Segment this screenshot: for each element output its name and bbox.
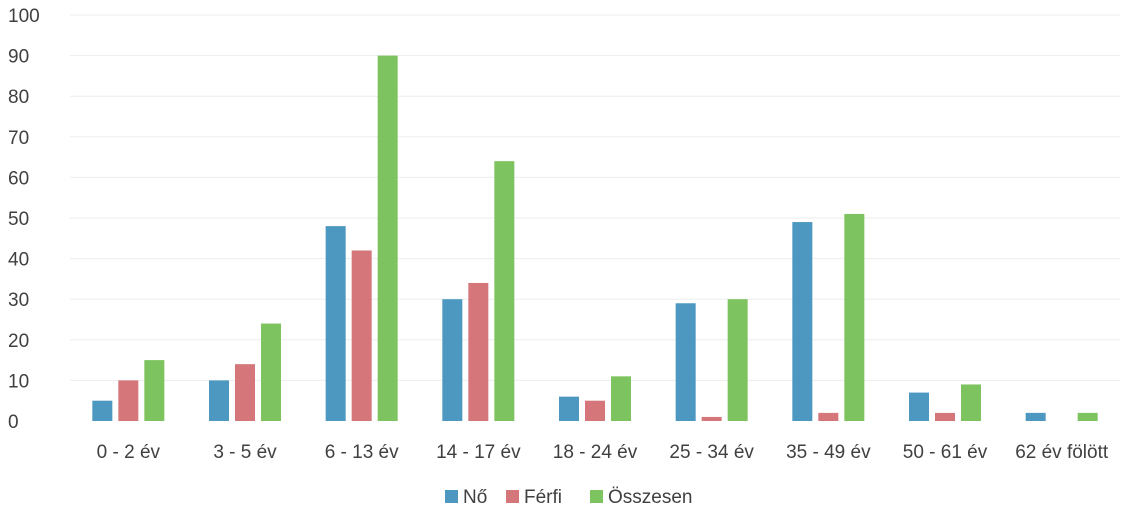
- y-tick-label: 60: [8, 168, 29, 189]
- bar-osszesen: [611, 376, 631, 421]
- gridlines: [70, 14, 1120, 381]
- x-axis-category-labels: 0 - 2 év 3 - 5 év 6 - 13 év 14 - 17 év 18 - …: [97, 442, 1109, 463]
- y-axis-tick-labels: 0 10 20 30 40 50 60 70 80 90 100: [8, 6, 40, 433]
- legend-swatch-no: [445, 490, 458, 503]
- bar-ferfi: [235, 364, 255, 421]
- bar-osszesen: [844, 213, 865, 421]
- x-tick-label: 0 - 2 év: [97, 442, 161, 463]
- y-tick-label: 50: [8, 209, 29, 230]
- bar-no: [675, 303, 696, 421]
- bars: [92, 55, 1098, 421]
- x-tick-label: 3 - 5 év: [213, 442, 277, 463]
- bar-no: [92, 400, 113, 421]
- legend: Nő Férfi Összesen: [445, 487, 692, 508]
- bar-no: [209, 380, 229, 421]
- y-tick-label: 10: [8, 371, 29, 392]
- y-tick-label: 70: [8, 128, 29, 149]
- bar-ferfi: [351, 250, 372, 421]
- bar-no: [442, 299, 463, 421]
- legend-swatch-ferfi: [506, 490, 519, 503]
- y-tick-label: 40: [8, 250, 29, 271]
- y-tick-label: 90: [8, 47, 29, 68]
- x-tick-label: 62 év fölött: [1015, 442, 1109, 463]
- bar-no: [909, 392, 929, 421]
- y-tick-label: 20: [8, 331, 29, 352]
- y-tick-label: 30: [8, 290, 29, 311]
- bar-ferfi: [585, 400, 605, 421]
- bar-no: [325, 226, 346, 421]
- legend-swatch-osszesen: [590, 490, 603, 503]
- bar-osszesen: [494, 161, 515, 421]
- bar-osszesen: [1077, 412, 1098, 421]
- x-tick-label: 35 - 49 év: [786, 442, 871, 463]
- legend-label: Összesen: [608, 487, 692, 508]
- bar-ferfi: [701, 416, 722, 421]
- bar-osszesen: [261, 323, 281, 421]
- legend-label: Férfi: [524, 487, 562, 508]
- bar-ferfi: [818, 412, 839, 421]
- bar-no: [559, 396, 579, 421]
- bar-ferfi: [118, 380, 139, 421]
- bar-no: [792, 222, 813, 421]
- x-tick-label: 14 - 17 év: [436, 442, 521, 463]
- bar-osszesen: [727, 299, 748, 421]
- bar-ferfi: [935, 412, 955, 421]
- x-tick-label: 25 - 34 év: [669, 442, 754, 463]
- bar-osszesen: [144, 360, 165, 421]
- bar-ferfi: [468, 282, 489, 421]
- y-tick-label: 80: [8, 87, 29, 108]
- bar-no: [1025, 412, 1046, 421]
- legend-label: Nő: [463, 487, 487, 508]
- bar-osszesen: [377, 55, 398, 421]
- x-tick-label: 6 - 13 év: [325, 442, 399, 463]
- x-tick-label: 50 - 61 év: [903, 442, 988, 463]
- y-tick-label: 100: [8, 6, 40, 27]
- bar-osszesen: [961, 384, 981, 421]
- y-tick-label: 0: [8, 412, 19, 433]
- x-tick-label: 18 - 24 év: [553, 442, 638, 463]
